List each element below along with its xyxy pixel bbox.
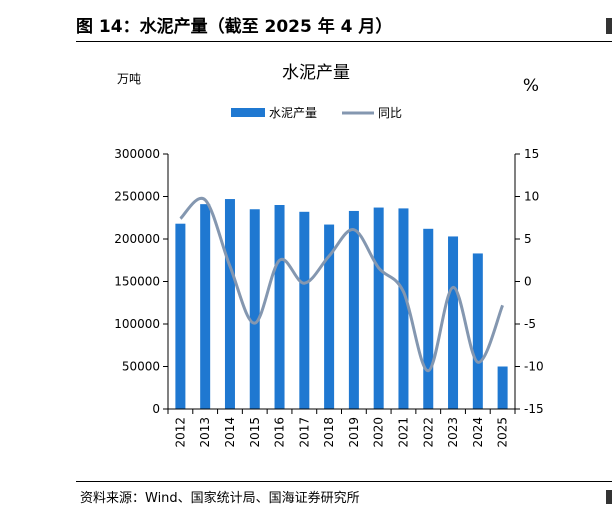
x-tick-label: 2014 [223, 417, 237, 448]
left-tick-label: 150000 [114, 275, 160, 289]
figure-title: 图 14：水泥产量（截至 2025 年 4 月） [76, 17, 393, 37]
bar-2025 [497, 366, 508, 409]
bar-2016 [274, 205, 285, 409]
left-tick-label: 50000 [122, 360, 160, 374]
right-tick-label: 0 [524, 275, 532, 289]
bar-2017 [299, 211, 310, 409]
x-tick-label: 2023 [446, 417, 460, 448]
bar-2020 [373, 207, 384, 409]
right-tick-label: 15 [524, 147, 539, 161]
right-tick-label: -10 [524, 360, 544, 374]
bar-2022 [423, 228, 434, 409]
page-corner-mark [606, 18, 612, 34]
x-tick-label: 2018 [322, 417, 336, 448]
x-tick-label: 2012 [173, 417, 187, 448]
legend-label-bar: 水泥产量 [269, 106, 317, 120]
right-axis-unit: % [523, 76, 539, 96]
left-tick-label: 200000 [114, 232, 160, 246]
x-tick-label: 2020 [372, 417, 386, 448]
bar-2023 [448, 236, 459, 409]
left-tick-label: 100000 [114, 317, 160, 331]
x-tick-label: 2013 [198, 417, 212, 448]
legend-swatch-bar [231, 108, 265, 117]
x-tick-label: 2019 [347, 417, 361, 448]
left-tick-label: 300000 [114, 147, 160, 161]
left-tick-label: 0 [152, 402, 160, 416]
left-axis-unit: 万吨 [117, 72, 141, 86]
left-tick-label: 250000 [114, 190, 160, 204]
x-tick-label: 2024 [471, 417, 485, 448]
bar-2019 [348, 210, 359, 409]
source-rule [76, 481, 612, 482]
bar-2013 [200, 204, 211, 409]
x-tick-label: 2015 [248, 417, 262, 448]
right-tick-label: -15 [524, 402, 544, 416]
right-tick-label: 5 [524, 232, 532, 246]
bar-2014 [224, 199, 235, 409]
chart-title: 水泥产量 [282, 63, 350, 83]
yoy-line [179, 196, 505, 373]
legend: 水泥产量 同比 [231, 106, 402, 120]
x-tick-label: 2025 [496, 417, 510, 448]
legend-label-line: 同比 [378, 106, 402, 120]
right-tick-label: -5 [524, 317, 536, 331]
bar-2024 [472, 253, 483, 409]
title-rule [76, 41, 612, 42]
x-tick-label: 2022 [421, 417, 435, 448]
page-corner-mark-bottom [606, 490, 612, 504]
bar-2015 [249, 209, 260, 409]
x-tick-label: 2016 [273, 417, 287, 448]
x-tick-label: 2017 [297, 417, 311, 448]
source-note: 资料来源：Wind、国家统计局、国海证券研究所 [80, 491, 360, 506]
bar-2018 [324, 224, 335, 409]
x-tick-label: 2021 [396, 417, 410, 448]
bar-2012 [175, 223, 186, 409]
bar-2021 [398, 208, 409, 409]
right-tick-label: 10 [524, 190, 539, 204]
